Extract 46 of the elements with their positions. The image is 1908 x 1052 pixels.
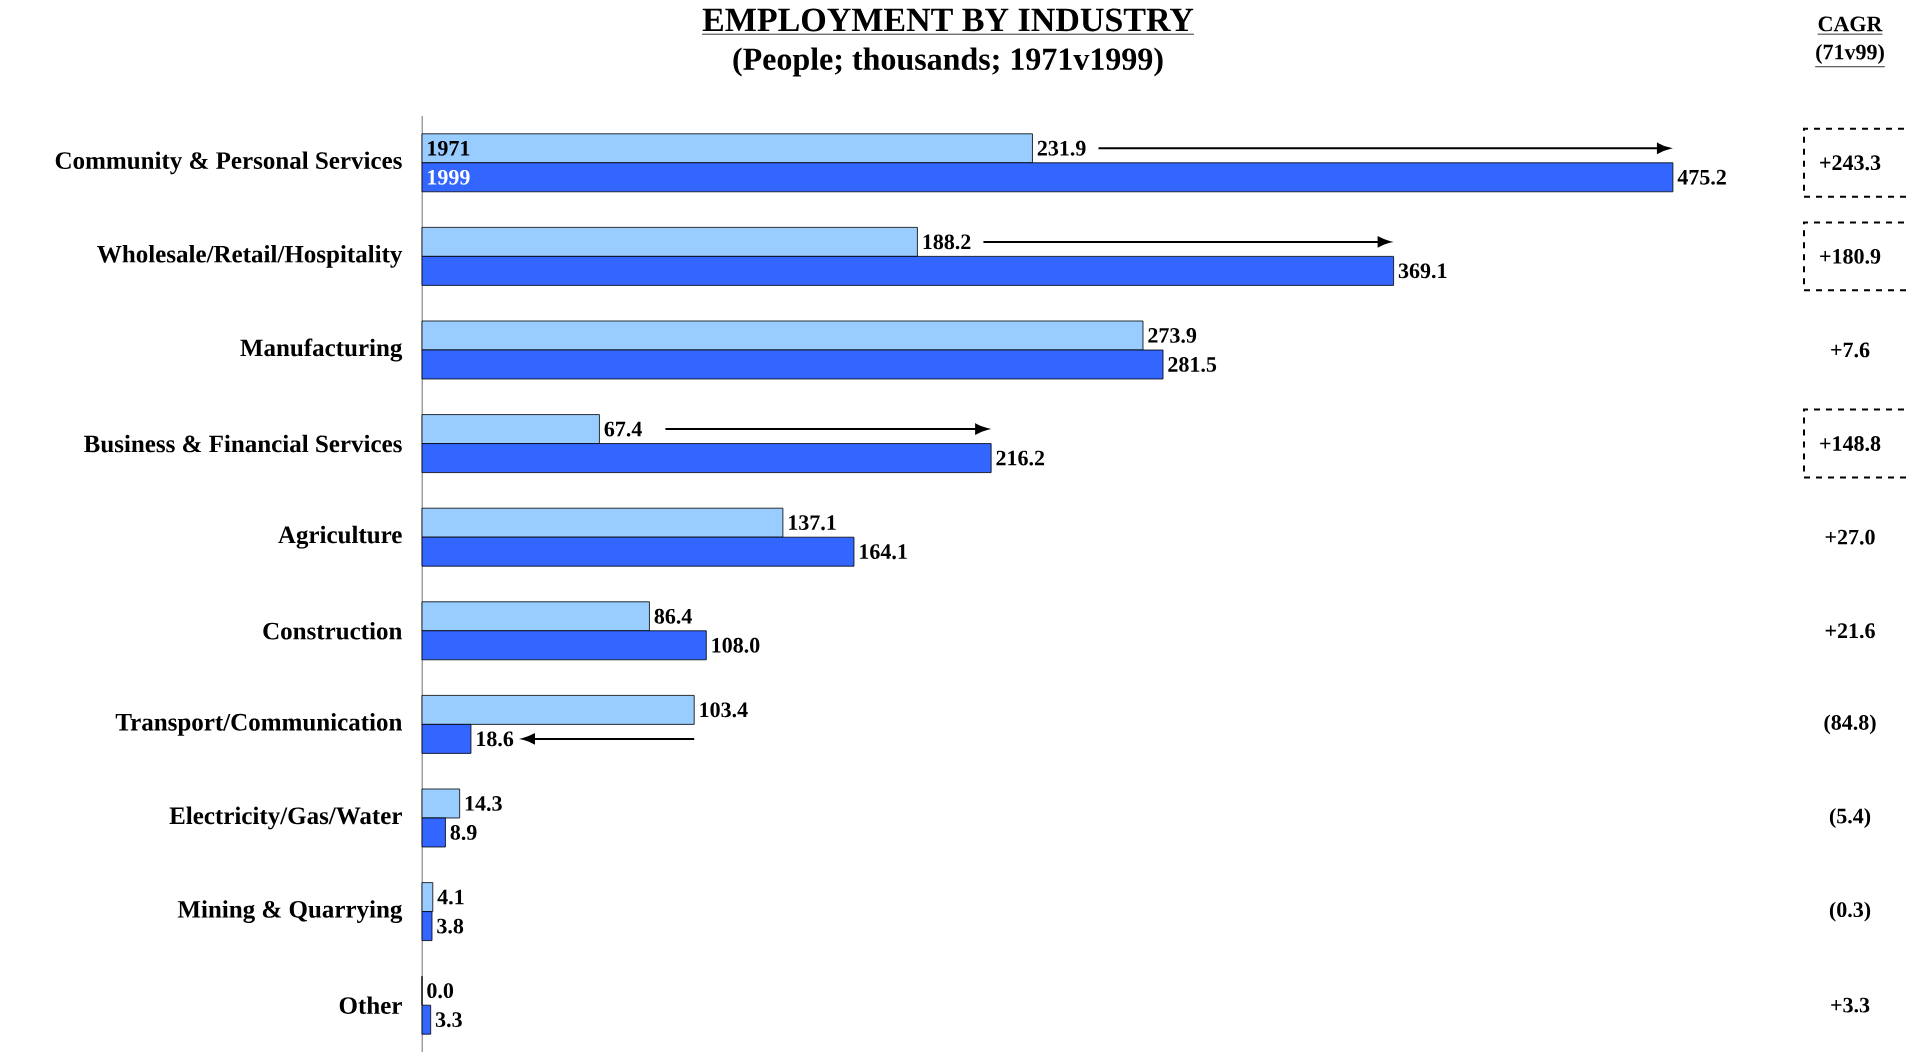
data-label: 108.0 (712, 637, 760, 653)
text: +27.0 (1825, 529, 1875, 545)
text: +243.3 (1820, 155, 1881, 171)
chart-subtitle: (People; thousands; 1971v1999) (733, 47, 1163, 77)
data-label: 3.8 (437, 918, 464, 934)
text: +21.6 (1825, 623, 1875, 639)
text: (71v99) (1816, 44, 1884, 64)
series-label: 1971 (428, 140, 470, 156)
y-tick-label: Construction (263, 621, 403, 640)
data-label: 475.2 (1677, 169, 1726, 185)
y-tick-label: Mining & Quarrying (177, 900, 403, 924)
data-label: 18.6 (477, 731, 514, 747)
y-tick-label: Other (339, 996, 402, 1014)
data-label: 273.9 (1148, 328, 1197, 343)
series-label: 1999 (428, 169, 470, 185)
data-label: 14.3 (465, 796, 502, 811)
data-label: 231.9 (1037, 140, 1086, 156)
text: +7.6 (1831, 342, 1870, 358)
text: +180.9 (1820, 248, 1881, 264)
text: +3.3 (1831, 997, 1870, 1013)
data-label: 67.4 (604, 421, 642, 437)
text: CAGR (1818, 16, 1883, 32)
data-label: 0.0 (427, 983, 454, 999)
data-label: 8.9 (450, 825, 477, 840)
y-tick-label: Electricity/Gas/Water (169, 806, 402, 830)
text: (84.8) (1824, 714, 1876, 735)
data-label: 281.5 (1168, 357, 1217, 372)
y-tick-label: Community & Personal Services (55, 151, 402, 175)
text: (5.4) (1829, 808, 1871, 828)
data-label: 188.2 (923, 234, 971, 250)
y-tick-label: Transport/Communication (115, 713, 403, 736)
chart-title: EMPLOYMENT BY INDUSTRY (702, 8, 1194, 32)
text: +148.8 (1820, 436, 1881, 452)
data-label: 369.1 (1398, 263, 1447, 279)
data-label: 164.1 (860, 544, 907, 560)
y-tick-label: Business & Financial Services (84, 434, 402, 453)
data-label: 103.4 (700, 702, 748, 718)
data-label: 216.2 (996, 450, 1045, 466)
data-label: 4.1 (437, 889, 464, 905)
data-label: 3.3 (435, 1012, 462, 1028)
data-label: 86.4 (654, 608, 692, 624)
y-tick-label: Agriculture (278, 525, 402, 549)
y-tick-label: Wholesale/Retail/Hospitality (97, 245, 403, 268)
y-tick-label: Manufacturing (240, 338, 403, 362)
text: (0.3) (1829, 901, 1871, 922)
data-label: 137.1 (789, 515, 836, 531)
